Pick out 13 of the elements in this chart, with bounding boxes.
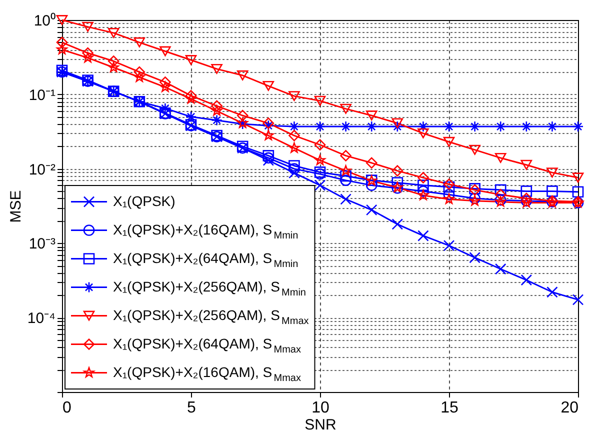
x-axis-title: SNR <box>304 416 336 434</box>
y-axis-title: MSE <box>7 190 24 223</box>
x-tick-label: 10 <box>312 400 330 416</box>
y-tick-label: 10⁻³ <box>28 236 56 253</box>
y-tick-label: 10⁰ <box>34 12 56 30</box>
x-tick-label: 20 <box>560 400 579 416</box>
x-tick-label: 0 <box>62 400 72 416</box>
x-tick-label: 15 <box>440 400 458 416</box>
legend-label: X₁(QPSK) <box>113 192 176 209</box>
y-tick-label: 10⁻⁴ <box>27 310 56 328</box>
y-tick-label: 10⁻¹ <box>28 86 56 104</box>
y-tick-label: 10⁻² <box>28 161 56 178</box>
x-tick-label: 5 <box>187 400 196 416</box>
